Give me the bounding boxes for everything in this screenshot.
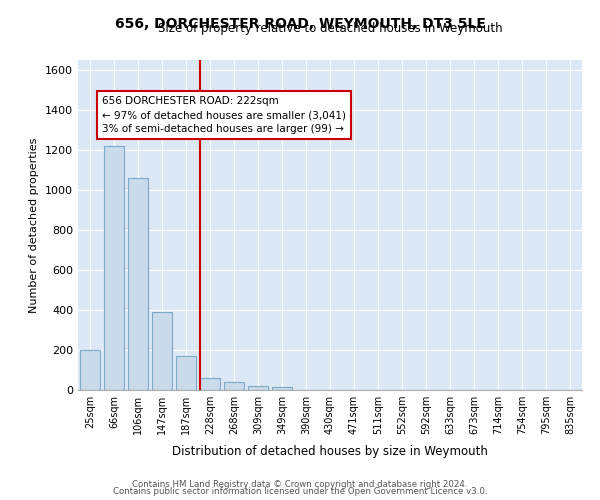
Title: Size of property relative to detached houses in Weymouth: Size of property relative to detached ho… — [158, 22, 502, 35]
Bar — [128, 178, 148, 390]
Bar — [272, 387, 292, 390]
Bar — [104, 146, 124, 390]
X-axis label: Distribution of detached houses by size in Weymouth: Distribution of detached houses by size … — [172, 446, 488, 458]
Bar — [248, 386, 268, 390]
Text: Contains public sector information licensed under the Open Government Licence v3: Contains public sector information licen… — [113, 487, 487, 496]
Text: 656 DORCHESTER ROAD: 222sqm
← 97% of detached houses are smaller (3,041)
3% of s: 656 DORCHESTER ROAD: 222sqm ← 97% of det… — [102, 96, 346, 134]
Bar — [200, 378, 220, 390]
Bar — [176, 356, 196, 390]
Text: 656, DORCHESTER ROAD, WEYMOUTH, DT3 5LE: 656, DORCHESTER ROAD, WEYMOUTH, DT3 5LE — [115, 18, 485, 32]
Y-axis label: Number of detached properties: Number of detached properties — [29, 138, 40, 312]
Text: Contains HM Land Registry data © Crown copyright and database right 2024.: Contains HM Land Registry data © Crown c… — [132, 480, 468, 489]
Bar — [152, 312, 172, 390]
Bar — [224, 382, 244, 390]
Bar — [80, 350, 100, 390]
